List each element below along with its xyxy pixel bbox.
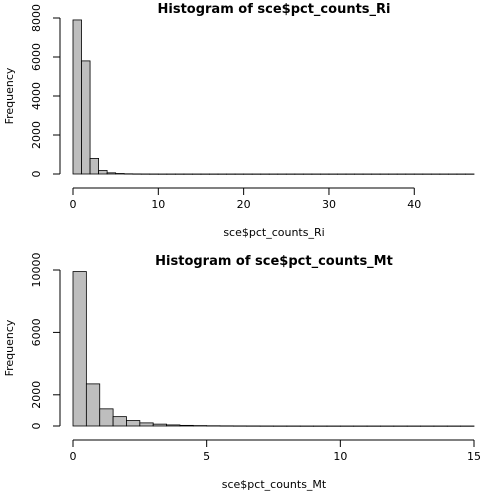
histogram-bar	[139, 422, 154, 427]
chart-title: Histogram of sce$pct_counts_Ri	[158, 2, 391, 17]
histogram-bar	[112, 416, 127, 427]
x-axis: 0 10 20 30 40	[70, 187, 421, 211]
histogram-bar	[99, 408, 114, 427]
y-tick-label: 2000	[30, 381, 43, 409]
histogram-bar	[166, 424, 181, 427]
y-axis: 0 2000 6000 10000	[30, 253, 61, 430]
x-tick-label: 30	[322, 198, 336, 211]
x-tick-label: 0	[70, 198, 77, 211]
y-tick-label: 6000	[30, 43, 43, 71]
y-axis: 0 2000 4000 6000 8000	[30, 4, 61, 178]
y-tick-label: 10000	[30, 253, 43, 288]
histogram-bar	[85, 383, 101, 427]
y-tick-label: 0	[30, 171, 43, 178]
y-axis-label: Frequency	[3, 67, 16, 124]
bars	[72, 271, 475, 427]
histogram-bar	[106, 172, 117, 175]
y-tick-label: 0	[30, 423, 43, 430]
x-tick-label: 40	[407, 198, 421, 211]
x-axis: 0 5 10 15	[70, 439, 481, 463]
x-tick-label: 10	[333, 450, 347, 463]
x-tick-label: 15	[467, 450, 481, 463]
histogram-panel-mt: Histogram of sce$pct_counts_Mt Frequency…	[3, 253, 481, 492]
x-tick-label: 20	[237, 198, 251, 211]
y-tick-label: 6000	[30, 318, 43, 346]
y-tick-label: 2000	[30, 121, 43, 149]
histogram-bar	[152, 423, 167, 427]
y-axis-label: Frequency	[3, 319, 16, 376]
y-tick-label: 8000	[30, 4, 43, 32]
histogram-bar	[81, 60, 91, 175]
x-axis-label: sce$pct_counts_Ri	[223, 226, 324, 239]
y-tick-label: 4000	[30, 82, 43, 110]
histogram-bar	[126, 420, 141, 427]
bars	[72, 19, 475, 175]
histogram-bar	[72, 19, 82, 175]
x-tick-label: 0	[70, 450, 77, 463]
histogram-bar	[98, 170, 108, 175]
histogram-panel-ri: Histogram of sce$pct_counts_Ri Frequency…	[3, 2, 475, 239]
histogram-bar	[179, 424, 194, 427]
x-axis-label: sce$pct_counts_Mt	[222, 478, 327, 491]
x-tick-label: 5	[203, 450, 210, 463]
histogram-bar	[89, 157, 99, 175]
x-tick-label: 10	[151, 198, 165, 211]
histogram-bar	[72, 271, 87, 427]
chart-title: Histogram of sce$pct_counts_Mt	[155, 254, 393, 269]
